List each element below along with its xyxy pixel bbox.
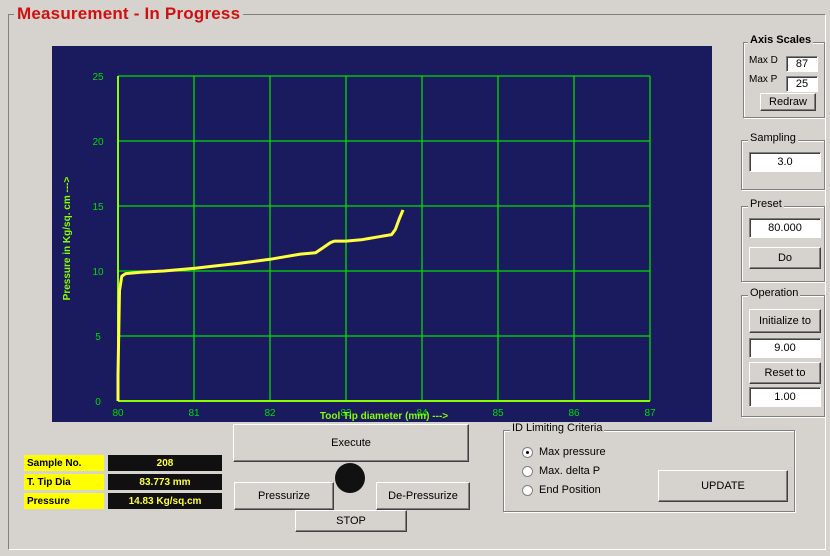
operation-title: Operation (748, 287, 801, 299)
x-axis-label: Tool Tip diameter (mm) ---> (320, 411, 448, 422)
tip-dia-label: T. Tip Dia (24, 474, 104, 490)
pressure-label: Pressure (24, 493, 104, 509)
chart-canvas: 80 81 82 83 84 85 86 87 0 5 10 15 20 25 Tool Tip diame… (62, 72, 656, 422)
execute-button[interactable]: Execute (233, 424, 469, 462)
radio-button-icon (522, 484, 533, 496)
depressurize-button[interactable]: De-Pressurize (376, 482, 470, 510)
reset-value-field[interactable]: 1.00 (749, 387, 821, 407)
x-tick-label: 81 (188, 408, 200, 419)
max-p-field[interactable]: 25 (786, 76, 818, 92)
status-indicator (335, 463, 365, 493)
tip-dia-value: 83.773 mm (108, 474, 222, 490)
y-axis-label: Pressure in Kg/sq. cm ---> (62, 177, 73, 301)
update-button[interactable]: UPDATE (658, 470, 788, 502)
pressure-series-line (116, 209, 405, 401)
max-d-field[interactable]: 87 (786, 56, 818, 72)
pressure-value: 14.83 Kg/sq.cm (108, 493, 222, 509)
measurement-frame (8, 14, 826, 550)
x-tick-label: 82 (264, 408, 276, 419)
operation-group: Operation (741, 287, 825, 417)
sampling-field[interactable]: 3.0 (749, 152, 821, 172)
radio-button-icon (522, 465, 533, 477)
axis-scales-group: Axis Scales (743, 34, 825, 118)
y-tick-label: 0 (95, 397, 101, 408)
y-tick-label: 25 (92, 72, 104, 83)
initialize-value-field[interactable]: 9.00 (749, 338, 821, 358)
do-button[interactable]: Do (749, 247, 821, 269)
max-d-label: Max D (749, 55, 778, 66)
sampling-group: Sampling (741, 132, 825, 190)
window-title: Measurement - In Progress (14, 4, 244, 24)
preset-field[interactable]: 80.000 (749, 218, 821, 238)
preset-group: Preset (741, 198, 825, 282)
pressure-chart: 80 81 82 83 84 85 86 87 0 5 10 15 20 25 Tool Tip diame… (52, 46, 712, 422)
sample-no-value: 208 (108, 455, 222, 471)
x-tick-label: 86 (568, 408, 580, 419)
x-tick-label: 84 (416, 408, 428, 419)
x-tick-label: 87 (644, 408, 656, 419)
id-limiting-title: ID Limiting Criteria (510, 422, 605, 434)
radio-max-delta-p[interactable]: Max. delta P (522, 465, 600, 477)
x-tick-label: 83 (340, 408, 352, 419)
radio-label: Max. delta P (539, 465, 601, 477)
axis-scales-title: Axis Scales (748, 34, 814, 46)
radio-end-position[interactable]: End Position (522, 484, 601, 496)
redraw-button[interactable]: Redraw (760, 93, 816, 111)
radio-label: Max pressure (539, 446, 606, 458)
sampling-title: Sampling (748, 132, 798, 144)
y-tick-label: 15 (92, 202, 104, 213)
stop-button[interactable]: STOP (295, 510, 407, 532)
id-limiting-group: ID Limiting Criteria (503, 422, 795, 512)
preset-title: Preset (748, 198, 784, 210)
initialize-to-button[interactable]: Initialize to (749, 309, 821, 333)
y-tick-label: 20 (92, 137, 104, 148)
max-p-label: Max P (749, 74, 778, 85)
x-tick-label: 80 (112, 408, 124, 419)
radio-max-pressure[interactable]: Max pressure (522, 446, 606, 458)
radio-label: End Position (539, 484, 601, 496)
y-tick-label: 5 (95, 332, 101, 343)
reset-to-button[interactable]: Reset to (749, 362, 821, 384)
pressurize-button[interactable]: Pressurize (234, 482, 334, 510)
x-tick-label: 85 (492, 408, 504, 419)
radio-button-icon (522, 446, 533, 458)
sample-no-label: Sample No. (24, 455, 104, 471)
y-tick-label: 10 (92, 267, 104, 278)
